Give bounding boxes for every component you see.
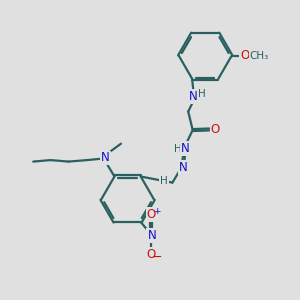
- Text: N: N: [101, 152, 110, 164]
- Text: −: −: [151, 251, 162, 264]
- Text: O: O: [147, 208, 156, 221]
- Text: +: +: [153, 207, 160, 216]
- Text: CH₃: CH₃: [249, 51, 268, 61]
- Text: O: O: [147, 248, 156, 261]
- Text: O: O: [240, 50, 250, 62]
- Text: N: N: [147, 229, 156, 242]
- Text: H: H: [174, 144, 182, 154]
- Text: H: H: [160, 176, 168, 186]
- Text: O: O: [211, 123, 220, 136]
- Text: N: N: [179, 160, 188, 174]
- Text: H: H: [198, 88, 206, 99]
- Text: N: N: [189, 90, 198, 104]
- Text: N: N: [181, 142, 189, 155]
